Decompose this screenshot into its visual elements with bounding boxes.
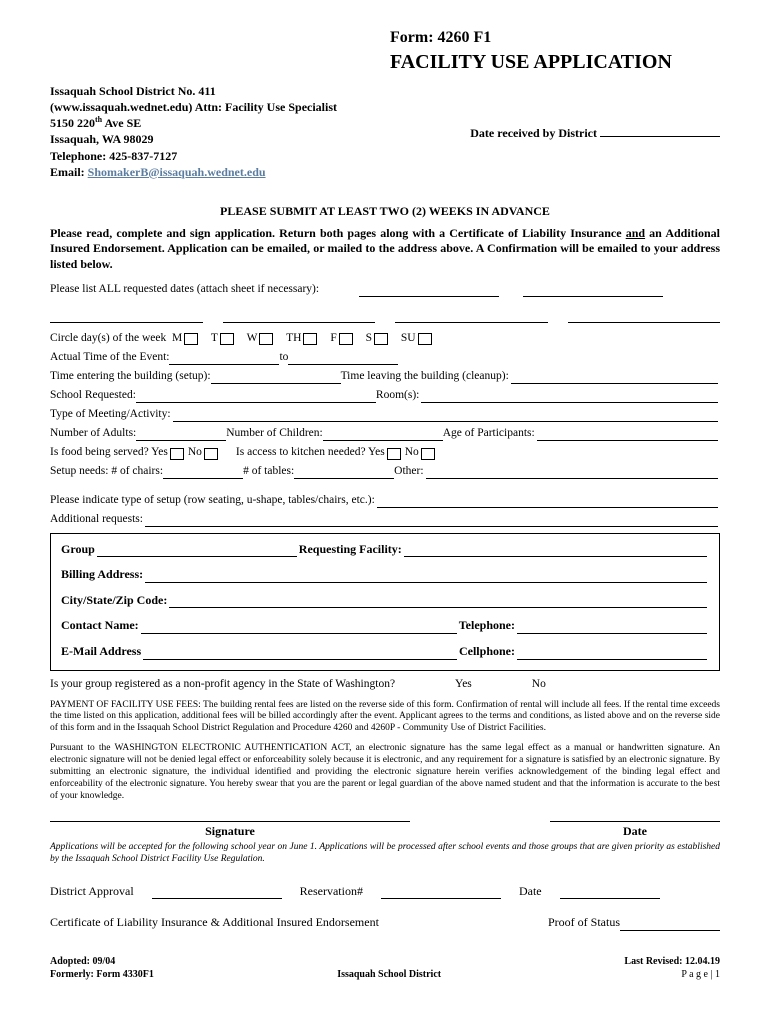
time-from-field[interactable]: [169, 353, 279, 365]
school-row: School Requested: Room(s):: [50, 388, 720, 403]
email-field[interactable]: [143, 648, 457, 660]
nonprofit-yes[interactable]: Yes: [455, 677, 472, 692]
sig-date-line[interactable]: Date: [550, 821, 720, 840]
date-received-field[interactable]: [600, 125, 720, 137]
food-row: Is food being served? Yes No Is access t…: [50, 445, 720, 460]
district-email-link[interactable]: ShomakerB@issaquah.wednet.edu: [88, 165, 266, 179]
children-field[interactable]: [323, 429, 443, 441]
top-info-block: Issaquah School District No. 411 (www.is…: [50, 83, 720, 180]
numbers-row: Number of Adults: Number of Children: Ag…: [50, 426, 720, 441]
days-row: Circle day(s) of the week M T W TH F S S…: [50, 331, 720, 346]
footer-page: P a g e | 1: [624, 968, 720, 981]
telephone-field[interactable]: [517, 622, 707, 634]
adults-field[interactable]: [136, 429, 226, 441]
signature-block: Signature Date Applications will be acce…: [50, 821, 720, 866]
nonprofit-row: Is your group registered as a non-profit…: [50, 677, 720, 692]
contact-field[interactable]: [141, 622, 457, 634]
approval-date-field[interactable]: [560, 887, 660, 899]
time-leave-field[interactable]: [511, 372, 718, 384]
dates-field-6[interactable]: [568, 311, 721, 323]
proof-status-field[interactable]: [620, 919, 720, 931]
reservation-field[interactable]: [381, 887, 501, 899]
dates-field-5[interactable]: [395, 311, 548, 323]
cellphone-field[interactable]: [517, 648, 707, 660]
requesting-facility-field[interactable]: [404, 545, 707, 557]
meeting-type-field[interactable]: [173, 410, 718, 422]
signature-line[interactable]: Signature: [50, 821, 410, 840]
district-city: Issaquah, WA 98029: [50, 131, 337, 147]
setup-type-field[interactable]: [377, 496, 718, 508]
payment-fine-print: PAYMENT OF FACILITY USE FEES: The buildi…: [50, 700, 720, 736]
footer-revised: Last Revised: 12.04.19: [624, 955, 720, 968]
instructions-text: Please read, complete and sign applicati…: [50, 226, 720, 273]
dates-field-4[interactable]: [223, 311, 376, 323]
form-number: Form: 4260 F1: [390, 28, 720, 49]
signature-note: Applications will be accepted for the fo…: [50, 841, 720, 866]
date-received-row: Date received by District: [470, 125, 720, 180]
district-name: Issaquah School District No. 411: [50, 83, 337, 99]
footer-formerly: Formerly: Form 4330F1: [50, 968, 154, 981]
csz-field[interactable]: [169, 596, 707, 608]
requested-dates-row: Please list ALL requested dates (attach …: [50, 282, 720, 297]
day-m-checkbox[interactable]: [184, 333, 198, 345]
setup-type-row: Please indicate type of setup (row seati…: [50, 493, 720, 508]
district-approval-field[interactable]: [152, 887, 282, 899]
kitchen-no-checkbox[interactable]: [421, 448, 435, 460]
food-no-checkbox[interactable]: [204, 448, 218, 460]
tables-field[interactable]: [294, 467, 394, 479]
enter-leave-row: Time entering the building (setup): Time…: [50, 369, 720, 384]
dates-field-1[interactable]: [359, 285, 499, 297]
district-addr: 5150 220th Ave SE: [50, 115, 337, 131]
addl-requests-row: Additional requests:: [50, 512, 720, 527]
footer-adopted: Adopted: 09/04: [50, 955, 154, 968]
district-email-row: Email: ShomakerB@issaquah.wednet.edu: [50, 164, 337, 180]
district-phone: Telephone: 425-837-7127: [50, 148, 337, 164]
submit-heading: PLEASE SUBMIT AT LEAST TWO (2) WEEKS IN …: [50, 204, 720, 220]
other-field[interactable]: [426, 467, 718, 479]
meeting-type-row: Type of Meeting/Activity:: [50, 407, 720, 422]
billing-field[interactable]: [145, 571, 707, 583]
e-sig-fine-print: Pursuant to the WASHINGTON ELECTRONIC AU…: [50, 743, 720, 802]
kitchen-yes-checkbox[interactable]: [387, 448, 401, 460]
addl-field[interactable]: [145, 515, 718, 527]
dates-field-3[interactable]: [50, 311, 203, 323]
day-w-checkbox[interactable]: [259, 333, 273, 345]
approval-row: District Approval Reservation# Date: [50, 884, 720, 900]
actual-time-row: Actual Time of the Event: to: [50, 350, 720, 365]
food-yes-checkbox[interactable]: [170, 448, 184, 460]
day-t-checkbox[interactable]: [220, 333, 234, 345]
form-title: FACILITY USE APPLICATION: [390, 49, 720, 75]
time-to-field[interactable]: [288, 353, 398, 365]
certificate-row: Certificate of Liability Insurance & Add…: [50, 915, 720, 931]
day-s-checkbox[interactable]: [374, 333, 388, 345]
footer: Adopted: 09/04 Formerly: Form 4330F1 Iss…: [50, 955, 720, 981]
district-website: (www.issaquah.wednet.edu) Attn: Facility…: [50, 99, 337, 115]
header-block: Form: 4260 F1 FACILITY USE APPLICATION: [390, 28, 720, 75]
day-f-checkbox[interactable]: [339, 333, 353, 345]
district-info: Issaquah School District No. 411 (www.is…: [50, 83, 337, 180]
contact-box: Group Requesting Facility: Billing Addre…: [50, 533, 720, 671]
nonprofit-no[interactable]: No: [532, 677, 546, 692]
dates-field-2[interactable]: [523, 285, 663, 297]
day-th-checkbox[interactable]: [303, 333, 317, 345]
setup-row: Setup needs: # of chairs: # of tables: O…: [50, 464, 720, 479]
day-su-checkbox[interactable]: [418, 333, 432, 345]
chairs-field[interactable]: [163, 467, 243, 479]
footer-center: Issaquah School District: [337, 968, 441, 981]
time-enter-field[interactable]: [211, 372, 341, 384]
group-field[interactable]: [97, 545, 297, 557]
age-field[interactable]: [537, 429, 718, 441]
school-field[interactable]: [136, 391, 376, 403]
rooms-field[interactable]: [421, 391, 718, 403]
